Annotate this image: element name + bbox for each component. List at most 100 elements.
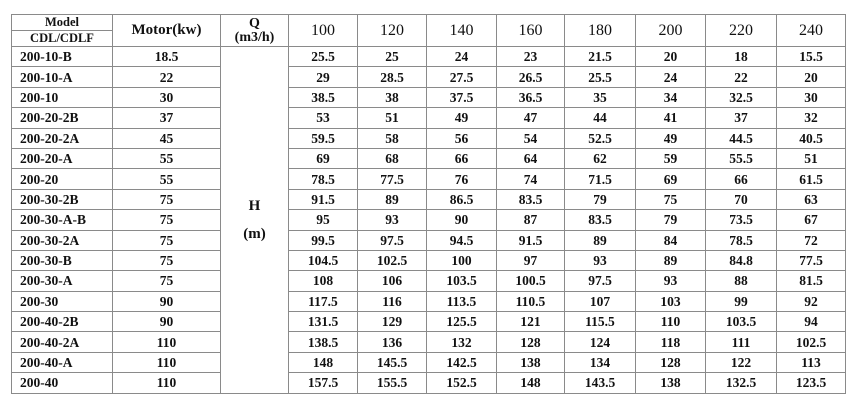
head-value-cell: 102.5 bbox=[776, 331, 846, 353]
head-value-cell: 93 bbox=[564, 249, 636, 272]
head-value-cell: 99 bbox=[705, 290, 777, 313]
head-value-cell: 91.5 bbox=[496, 229, 565, 251]
table-row: 200-20 55 78.5 77.5 76 74 71.5 69 66 61.5 bbox=[11, 168, 846, 190]
head-value-cell: 121 bbox=[496, 311, 565, 333]
motor-cell: 22 bbox=[112, 66, 221, 88]
table-row: 200-30-A-B 75 95 93 90 87 83.5 79 73.5 67 bbox=[11, 209, 846, 231]
head-value-cell: 93 bbox=[357, 209, 427, 231]
head-value-cell: 36.5 bbox=[496, 86, 565, 109]
head-value-cell: 92 bbox=[776, 290, 846, 313]
head-value-cell: 138 bbox=[635, 372, 706, 394]
motor-header: Motor(kw) bbox=[112, 14, 221, 47]
head-value-cell: 71.5 bbox=[564, 168, 636, 190]
head-value-cell: 136 bbox=[357, 331, 427, 353]
model-cell: 200-30-B bbox=[11, 249, 113, 272]
head-value-cell: 62 bbox=[564, 147, 636, 170]
head-value-cell: 138 bbox=[496, 351, 565, 374]
motor-cell: 110 bbox=[112, 351, 221, 374]
table-row: 200-40-A 110 148 145.5 142.5 138 134 128 122 113 bbox=[11, 351, 846, 374]
motor-cell: 55 bbox=[112, 168, 221, 190]
head-value-cell: 38.5 bbox=[288, 86, 358, 109]
head-value-cell: 52.5 bbox=[564, 127, 636, 149]
head-value-cell: 118 bbox=[635, 331, 706, 353]
table-row: 200-20-A 55 69 68 66 64 62 59 55.5 51 bbox=[11, 147, 846, 170]
model-cell: 200-20-2B bbox=[11, 107, 113, 129]
pump-performance-table: Model CDL/CDLF Motor(kw) Q (m3/h) 100 120… bbox=[11, 14, 846, 394]
motor-cell: 18.5 bbox=[112, 45, 221, 68]
head-value-cell: 155.5 bbox=[357, 372, 427, 394]
table-row: 200-20-2B 37 53 51 49 47 44 41 37 32 bbox=[11, 107, 846, 129]
head-value-cell: 88 bbox=[705, 270, 777, 292]
head-value-cell: 34 bbox=[635, 86, 706, 109]
head-value-cell: 152.5 bbox=[426, 372, 497, 394]
head-value-cell: 68 bbox=[357, 147, 427, 170]
head-value-cell: 76 bbox=[426, 168, 497, 190]
head-value-cell: 67 bbox=[776, 209, 846, 231]
head-value-cell: 84.8 bbox=[705, 249, 777, 272]
flow-unit: (m3/h) bbox=[234, 29, 275, 45]
head-value-cell: 84 bbox=[635, 229, 706, 251]
flow-header: Q (m3/h) bbox=[220, 14, 289, 47]
head-value-cell: 77.5 bbox=[357, 168, 427, 190]
table-row: 200-30-2B 75 91.5 89 86.5 83.5 79 75 70 63 bbox=[11, 188, 846, 211]
head-value-cell: 21.5 bbox=[564, 45, 636, 68]
head-value-cell: 69 bbox=[635, 168, 706, 190]
table-row: 200-30-B 75 104.5 102.5 100 97 93 89 84.8 77.5 bbox=[11, 249, 846, 272]
head-label-cell: H (m) bbox=[220, 46, 289, 394]
head-value-cell: 157.5 bbox=[288, 372, 358, 394]
head-value-cell: 123.5 bbox=[776, 372, 846, 394]
head-value-cell: 97.5 bbox=[357, 229, 427, 251]
head-value-cell: 35 bbox=[564, 86, 636, 109]
head-value-cell: 25 bbox=[357, 45, 427, 68]
model-cell: 200-30-2A bbox=[11, 229, 113, 251]
head-value-cell: 41 bbox=[635, 107, 706, 129]
head-value-cell: 97 bbox=[496, 249, 565, 272]
head-value-cell: 75 bbox=[635, 188, 706, 211]
head-value-cell: 117.5 bbox=[288, 290, 358, 313]
head-value-cell: 110.5 bbox=[496, 290, 565, 313]
head-value-cell: 131.5 bbox=[288, 311, 358, 333]
head-value-cell: 83.5 bbox=[564, 209, 636, 231]
head-value-cell: 124 bbox=[564, 331, 636, 353]
head-value-cell: 83.5 bbox=[496, 188, 565, 211]
head-value-cell: 128 bbox=[635, 351, 706, 374]
head-value-cell: 89 bbox=[635, 249, 706, 272]
model-cell: 200-20-2A bbox=[11, 127, 113, 149]
head-value-cell: 47 bbox=[496, 107, 565, 129]
head-value-cell: 132 bbox=[426, 331, 497, 353]
head-label: H bbox=[248, 197, 261, 214]
head-value-cell: 20 bbox=[635, 45, 706, 68]
model-cell: 200-40-A bbox=[11, 351, 113, 374]
head-value-cell: 49 bbox=[635, 127, 706, 149]
head-value-cell: 15.5 bbox=[776, 45, 846, 68]
head-value-cell: 29 bbox=[288, 66, 358, 88]
table-row: 200-20-2A 45 59.5 58 56 54 52.5 49 44.5 40.5 bbox=[11, 127, 846, 149]
model-cell: 200-40-2A bbox=[11, 331, 113, 353]
head-value-cell: 129 bbox=[357, 311, 427, 333]
head-value-cell: 103.5 bbox=[705, 311, 777, 333]
head-value-cell: 58 bbox=[357, 127, 427, 149]
head-value-cell: 51 bbox=[357, 107, 427, 129]
head-value-cell: 56 bbox=[426, 127, 497, 149]
head-value-cell: 89 bbox=[564, 229, 636, 251]
head-value-cell: 94.5 bbox=[426, 229, 497, 251]
model-cell: 200-30-A-B bbox=[11, 209, 113, 231]
motor-cell: 110 bbox=[112, 331, 221, 353]
head-value-cell: 23 bbox=[496, 45, 565, 68]
motor-cell: 55 bbox=[112, 147, 221, 170]
head-value-cell: 86.5 bbox=[426, 188, 497, 211]
head-value-cell: 89 bbox=[357, 188, 427, 211]
table-row: 200-30-2A 75 99.5 97.5 94.5 91.5 89 84 78.5 72 bbox=[11, 229, 846, 251]
head-value-cell: 66 bbox=[426, 147, 497, 170]
head-value-cell: 148 bbox=[288, 351, 358, 374]
flow-column-header: 120 bbox=[357, 14, 427, 47]
head-value-cell: 148 bbox=[496, 372, 565, 394]
head-value-cell: 24 bbox=[635, 66, 706, 88]
head-value-cell: 59.5 bbox=[288, 127, 358, 149]
head-value-cell: 27.5 bbox=[426, 66, 497, 88]
model-header-label: Model bbox=[12, 15, 112, 31]
model-cell: 200-40 bbox=[11, 372, 113, 394]
head-value-cell: 22 bbox=[705, 66, 777, 88]
head-value-cell: 37.5 bbox=[426, 86, 497, 109]
head-value-cell: 107 bbox=[564, 290, 636, 313]
